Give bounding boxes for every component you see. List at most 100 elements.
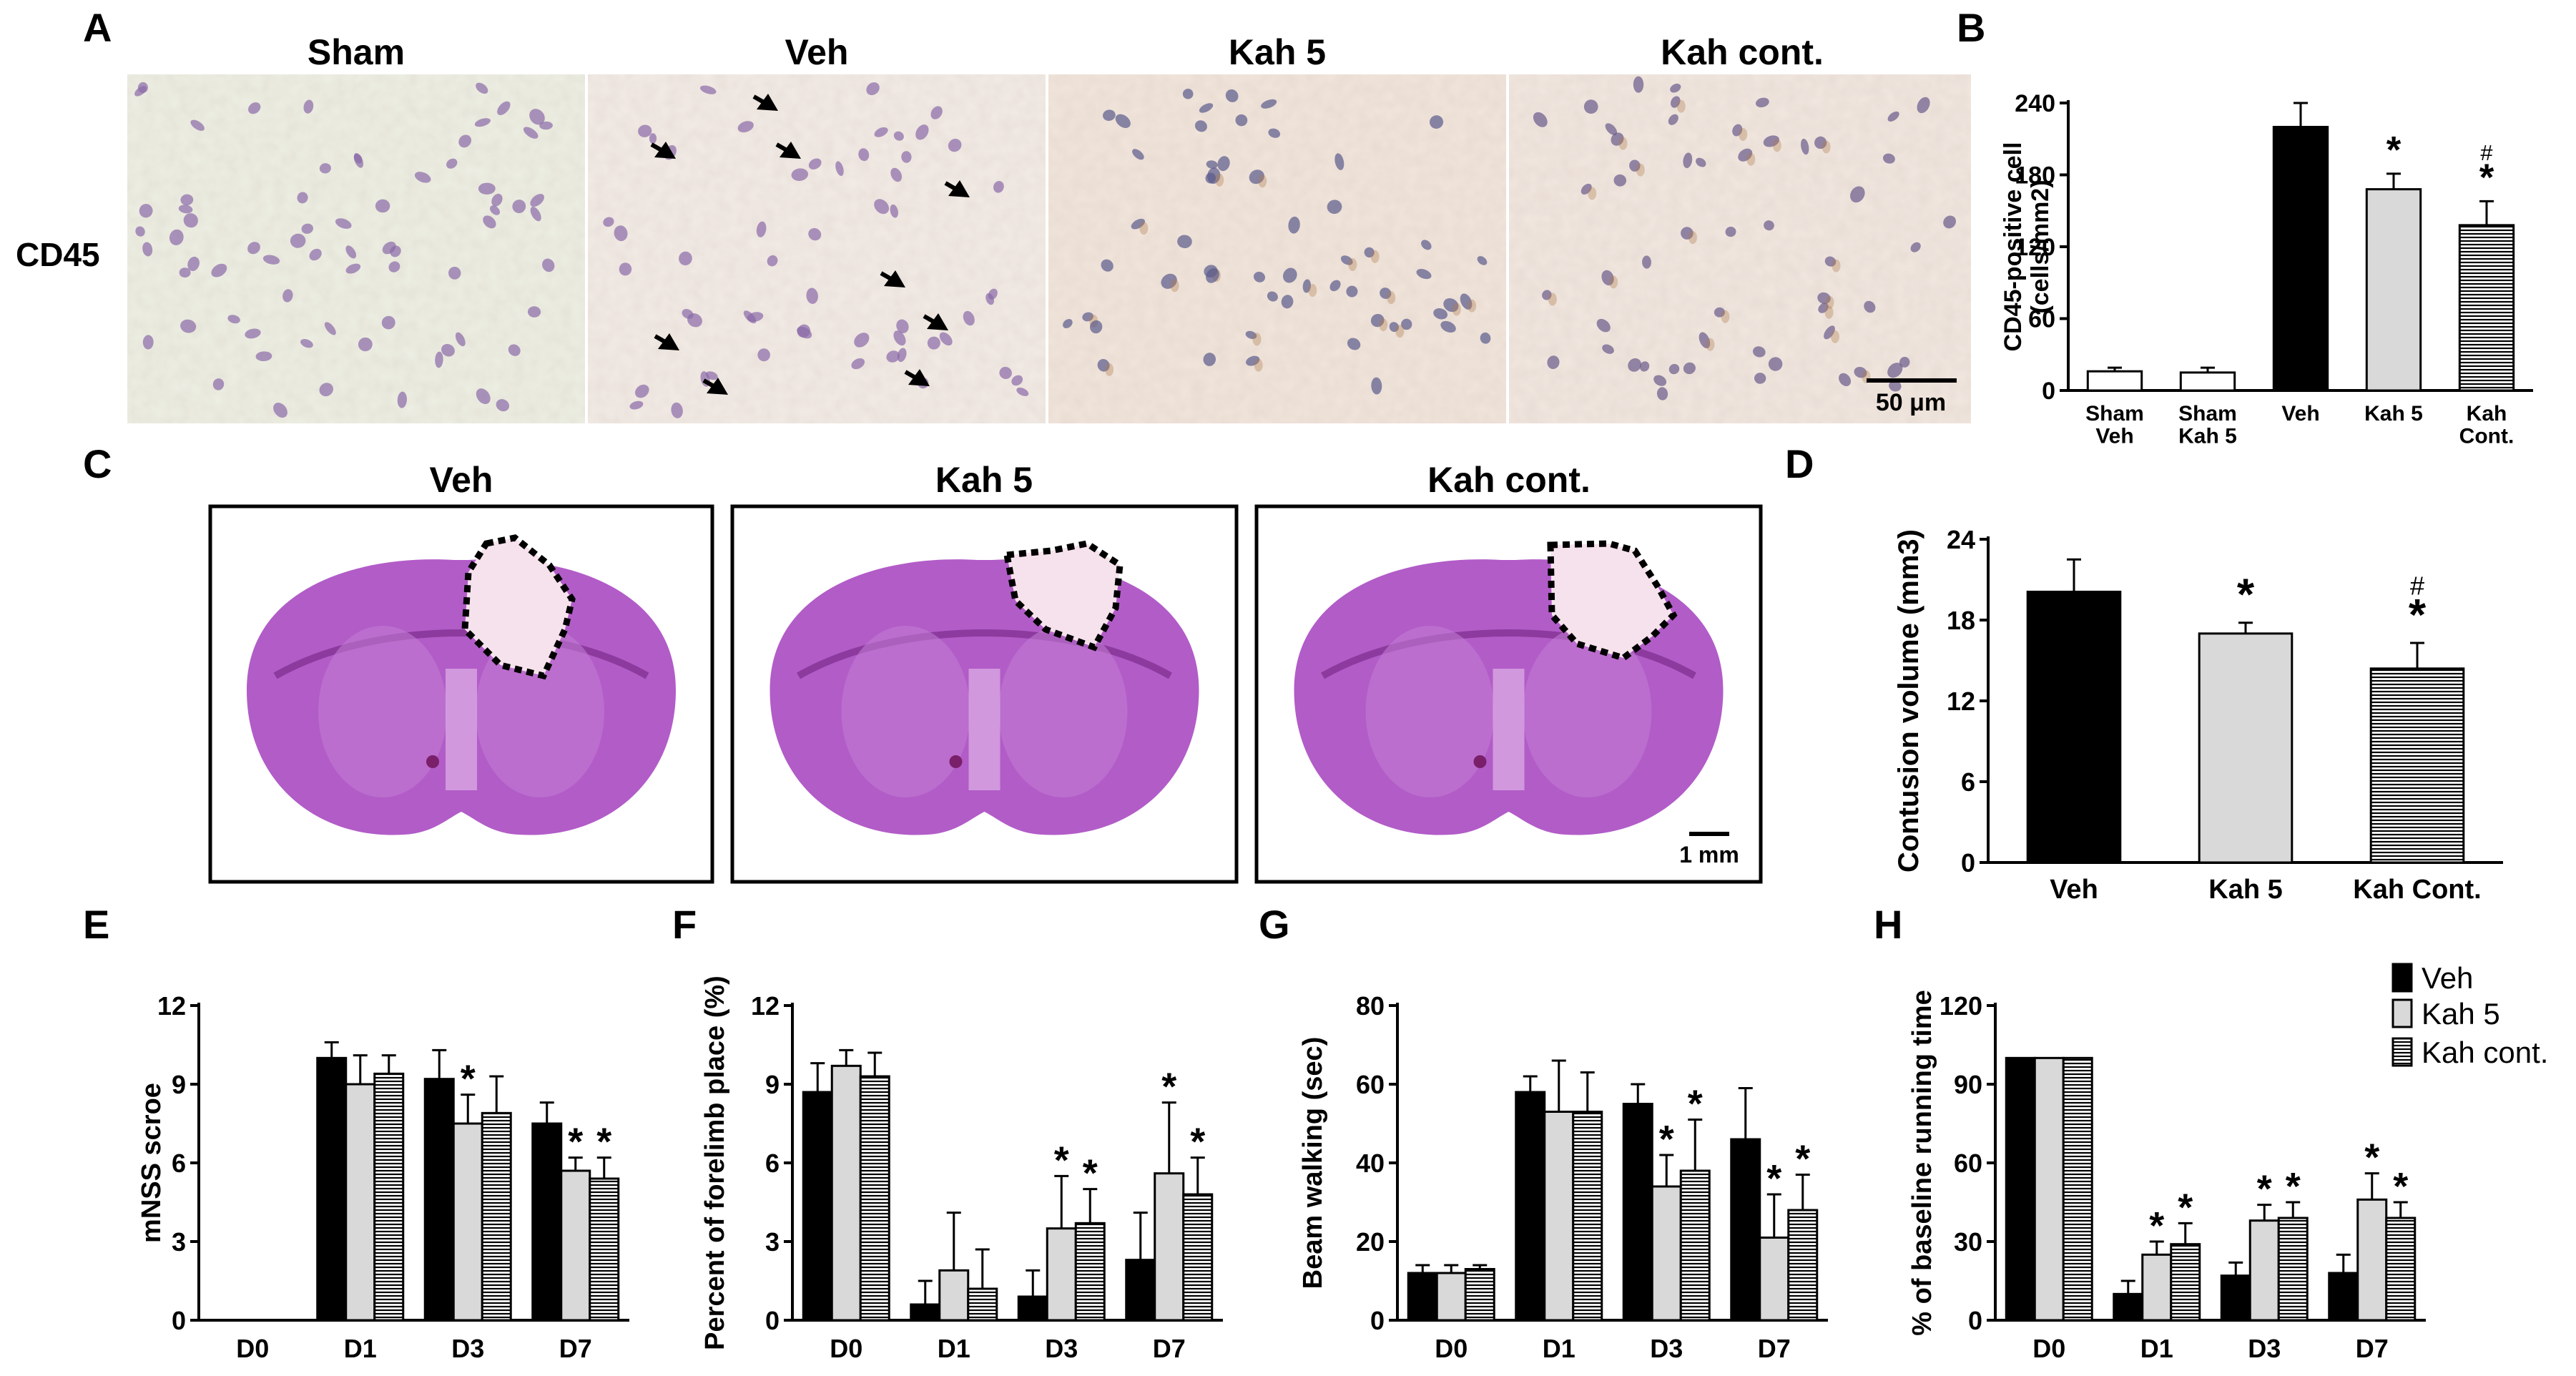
cell-nucleus <box>896 319 909 333</box>
arrow-head <box>780 142 801 159</box>
section-title-kah5: Kah 5 <box>935 460 1033 500</box>
arrow-marker <box>752 94 778 111</box>
bar <box>1407 1272 1438 1322</box>
cell-nucleus <box>1460 293 1473 310</box>
bar <box>531 1122 563 1322</box>
cell-nucleus <box>1917 97 1930 114</box>
cell-nucleus <box>245 328 261 339</box>
cell-nucleus <box>1768 357 1783 371</box>
cell-nucleus <box>890 167 903 182</box>
cell-nucleus <box>448 266 461 280</box>
dab-stain <box>1258 175 1267 188</box>
cell-nucleus <box>1656 387 1668 400</box>
arrow-marker <box>702 378 728 395</box>
cell-nucleus <box>854 333 870 348</box>
y-tick-label: 6 <box>1961 767 1975 797</box>
cell-nucleus <box>1217 156 1230 172</box>
significance-star: * <box>2479 157 2494 199</box>
cell-nucleus <box>757 348 770 362</box>
significance-star: * <box>2178 1186 2193 1229</box>
bar <box>1622 1103 1653 1322</box>
arrow-marker <box>654 333 679 350</box>
panel-a-row-label: CD45 <box>16 236 100 273</box>
cell-nucleus <box>835 161 844 176</box>
cell-nucleus <box>178 205 193 214</box>
cell-nucleus <box>255 351 272 362</box>
bar <box>2365 188 2422 392</box>
dab-stain <box>1452 303 1461 316</box>
arrow-marker <box>904 369 930 386</box>
legend: Veh Kah 5 Kah cont. <box>2391 961 2548 1069</box>
cell-nucleus <box>1671 96 1681 108</box>
y-tick-label: 0 <box>1961 848 1975 878</box>
cell-nucleus <box>483 215 496 229</box>
cell-nucleus <box>1016 387 1029 396</box>
x-category-label: D3 <box>1650 1334 1683 1363</box>
cell-nucleus <box>1115 114 1131 129</box>
x-category-label: D0 <box>830 1334 862 1363</box>
cell-nucleus <box>806 288 818 304</box>
bar <box>2005 1056 2036 1322</box>
y-tick-label: 6 <box>765 1149 780 1178</box>
cell-nucleus <box>478 182 496 195</box>
arrow-head <box>707 378 728 395</box>
bar <box>373 1072 405 1322</box>
cell-nucleus <box>247 242 260 255</box>
cell-nucleus <box>300 338 313 348</box>
cell-nucleus <box>490 205 501 215</box>
dab-stain <box>1824 305 1834 319</box>
cell-nucleus <box>169 229 184 246</box>
bar <box>560 1169 591 1322</box>
cell-nucleus <box>1910 242 1921 252</box>
cell-nucleus <box>1302 279 1312 293</box>
x-category-label: Kah Cont. <box>2353 875 2481 905</box>
cell-nucleus <box>1817 292 1831 304</box>
legend-swatch-veh <box>2391 963 2413 993</box>
cell-nucleus <box>671 402 683 418</box>
cell-nucleus <box>682 309 694 319</box>
x-category-label: D1 <box>2140 1334 2173 1363</box>
cell-nucleus <box>539 121 553 130</box>
arrow-marker <box>650 142 676 159</box>
bar <box>1125 1259 1156 1322</box>
panel-letter-b: B <box>1957 5 1985 50</box>
cell-nucleus <box>874 199 890 215</box>
significance-hash: # <box>2480 140 2492 165</box>
panel-c-sections: Veh Kah 5 Kah cont. 1 mm <box>208 460 1763 884</box>
cell-nucleus <box>747 312 764 323</box>
cell-nucleus <box>1533 112 1548 127</box>
cell-nucleus <box>1199 103 1214 113</box>
cell-nucleus <box>345 263 361 274</box>
x-category-label: D7 <box>1153 1334 1186 1363</box>
micrograph-title-kah-cont: Kah cont. <box>1661 32 1824 72</box>
panel-letter-c: C <box>83 441 112 486</box>
bar <box>2248 1219 2280 1322</box>
cell-nucleus <box>1696 157 1706 167</box>
dab-stain <box>1254 358 1263 372</box>
cell-nucleus <box>897 348 907 363</box>
dab-stain <box>1636 163 1645 177</box>
cell-nucleus <box>1334 153 1344 170</box>
bar <box>1515 1091 1546 1322</box>
cell-nucleus <box>1738 148 1753 162</box>
cell-nucleus <box>227 315 240 324</box>
cell-nucleus <box>248 102 261 114</box>
bar <box>2220 1274 2251 1322</box>
cell-nucleus <box>180 194 194 206</box>
micrograph-title-veh: Veh <box>785 32 849 72</box>
y-axis-label: (cells/mm2) <box>2027 180 2054 313</box>
cell-nucleus <box>1346 285 1358 298</box>
cell-nucleus <box>542 258 555 272</box>
dab-stain <box>1370 250 1380 263</box>
y-tick-label: 90 <box>1954 1070 1982 1099</box>
x-category-label: Veh <box>2095 425 2133 448</box>
bar <box>2170 1243 2201 1322</box>
x-category-label: D0 <box>1435 1334 1468 1363</box>
cell-nucleus <box>1668 363 1680 375</box>
bar <box>2369 667 2465 864</box>
cell-nucleus <box>1246 355 1260 366</box>
significance-star: * <box>1083 1152 1098 1195</box>
bar <box>1464 1268 1495 1322</box>
